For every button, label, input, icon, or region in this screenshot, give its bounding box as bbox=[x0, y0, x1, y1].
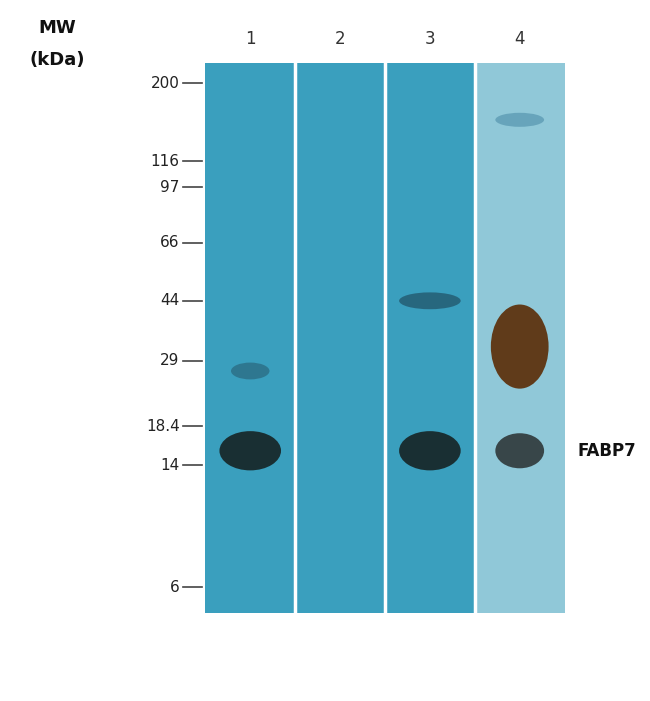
Text: MW: MW bbox=[39, 19, 77, 37]
Text: 66: 66 bbox=[160, 235, 179, 250]
Text: (kDa): (kDa) bbox=[30, 50, 86, 69]
Bar bbox=[205, 63, 295, 613]
Ellipse shape bbox=[495, 433, 544, 468]
Text: 97: 97 bbox=[161, 179, 179, 195]
Ellipse shape bbox=[399, 431, 461, 470]
Text: 3: 3 bbox=[424, 29, 436, 48]
Text: 6: 6 bbox=[170, 580, 179, 594]
Ellipse shape bbox=[220, 431, 281, 470]
Text: 2: 2 bbox=[335, 29, 345, 48]
Text: 116: 116 bbox=[151, 154, 179, 169]
Text: 29: 29 bbox=[161, 353, 179, 368]
Text: 200: 200 bbox=[151, 76, 179, 90]
Text: 4: 4 bbox=[514, 29, 525, 48]
Text: FABP7: FABP7 bbox=[577, 442, 636, 460]
Ellipse shape bbox=[231, 362, 270, 379]
Ellipse shape bbox=[495, 113, 544, 127]
Ellipse shape bbox=[399, 292, 461, 309]
Bar bbox=[385, 63, 474, 613]
Ellipse shape bbox=[491, 304, 549, 388]
Text: 18.4: 18.4 bbox=[146, 418, 179, 434]
Text: 44: 44 bbox=[161, 293, 179, 308]
Bar bbox=[295, 63, 385, 613]
Text: 14: 14 bbox=[161, 458, 179, 473]
Bar bbox=[474, 63, 565, 613]
Text: 1: 1 bbox=[245, 29, 255, 48]
